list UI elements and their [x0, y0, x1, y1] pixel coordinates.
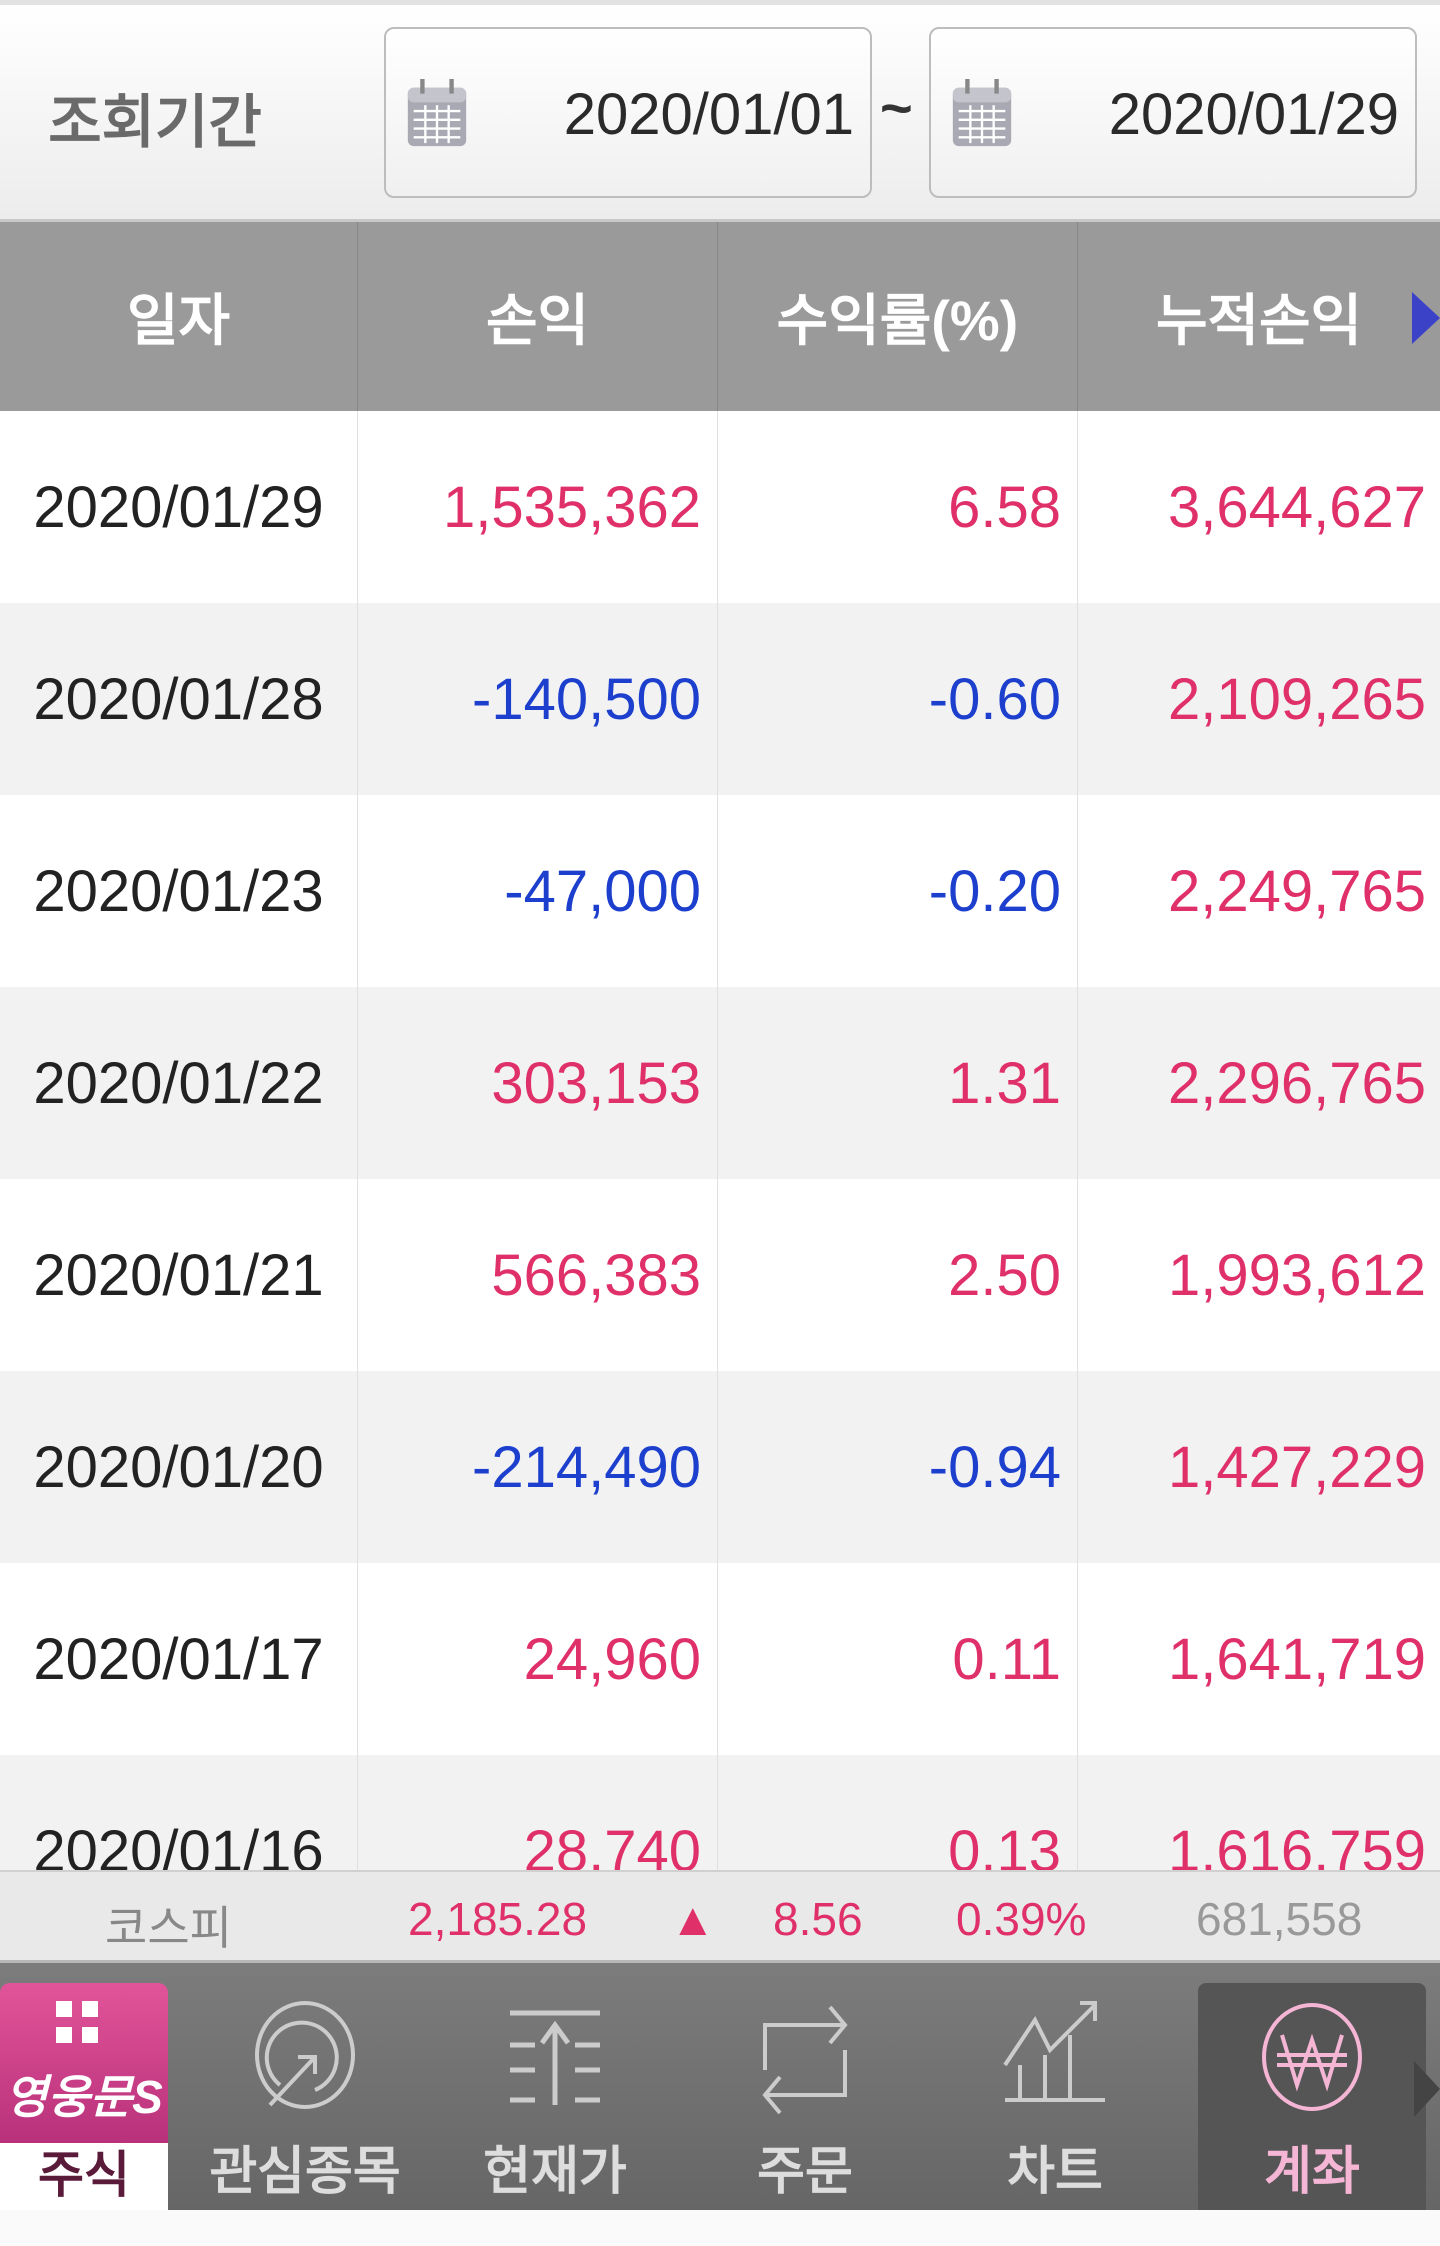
- header-cumulative-label: 누적손익: [1155, 289, 1363, 352]
- row-rate: 1.31: [718, 987, 1078, 1179]
- table-header: 일자 손익 수익률(%) 누적손익: [0, 222, 1440, 411]
- header-cumulative: 누적손익: [1078, 222, 1440, 411]
- row-cumulative: 1,616,759: [1167, 1818, 1426, 1871]
- row-rate: 0.11: [718, 1563, 1078, 1755]
- table-row[interactable]: 2020/01/21 566,383 2.50 1,993,612: [0, 1179, 1440, 1371]
- nav-account[interactable]: 계좌: [1198, 1983, 1426, 2210]
- row-date: 2020/01/29: [0, 411, 358, 603]
- index-ticker[interactable]: 코스피 2,185.28 ▲ 8.56 0.39% 681,558: [0, 1870, 1440, 1963]
- brand-logo: 영웅문S: [5, 2071, 163, 2123]
- calendar-icon: [407, 79, 467, 147]
- row-cumulative: 3,644,627: [1167, 474, 1426, 540]
- top-border: [0, 0, 1440, 5]
- swap-arrows-icon: [762, 2005, 848, 2115]
- nav-more-arrow-icon[interactable]: [1414, 2061, 1440, 2117]
- row-cumulative: 1,993,612: [1167, 1242, 1426, 1308]
- table-row[interactable]: 2020/01/22 303,153 1.31 2,296,765: [0, 987, 1440, 1179]
- nav-order[interactable]: 주문: [680, 1983, 930, 2210]
- row-rate: -0.20: [718, 795, 1078, 987]
- brand-tab[interactable]: 영웅문S 주식: [0, 1983, 168, 2210]
- scroll-right-icon[interactable]: [1412, 292, 1440, 344]
- row-date: 2020/01/17: [0, 1563, 358, 1755]
- index-price: 2,185.28: [408, 1893, 588, 1945]
- won-icon: [1262, 2003, 1362, 2111]
- row-pnl: 1,535,362: [358, 411, 718, 603]
- row-date: 2020/01/28: [0, 603, 358, 795]
- period-filter: 조회기간 2020/01/01 ~ 2020/01/29: [0, 5, 1440, 222]
- row-pnl: -140,500: [358, 603, 718, 795]
- nav-chart[interactable]: 차트: [930, 1983, 1180, 2210]
- row-date: 2020/01/23: [0, 795, 358, 987]
- date-separator: ~: [880, 76, 913, 139]
- row-cumulative: 1,641,719: [1167, 1626, 1426, 1692]
- up-triangle-icon: ▲: [670, 1893, 716, 1945]
- row-date: 2020/01/21: [0, 1179, 358, 1371]
- row-date: 2020/01/16: [0, 1755, 358, 1870]
- header-rate: 수익률(%): [718, 222, 1078, 411]
- end-date-value: 2020/01/29: [1108, 82, 1399, 147]
- row-rate: 6.58: [718, 411, 1078, 603]
- start-date-picker[interactable]: 2020/01/01: [384, 27, 872, 198]
- row-rate: -0.60: [718, 603, 1078, 795]
- bottom-nav: 영웅문S 주식 관심종목 현재가 주문 차트 계좌: [0, 1963, 1440, 2210]
- row-cumulative: 2,109,265: [1167, 666, 1426, 732]
- row-pnl: -214,490: [358, 1371, 718, 1563]
- row-cumulative: 1,427,229: [1167, 1434, 1426, 1500]
- row-pnl: 566,383: [358, 1179, 718, 1371]
- row-pnl: 24,960: [358, 1563, 718, 1755]
- header-date: 일자: [0, 222, 358, 411]
- nav-watchlist[interactable]: 관심종목: [180, 1983, 430, 2210]
- chart-icon: [1003, 2001, 1105, 2102]
- nav-current-price[interactable]: 현재가: [430, 1983, 680, 2210]
- brand-tab-label: 주식: [0, 2143, 168, 2210]
- row-cumulative: 2,249,765: [1167, 858, 1426, 924]
- row-rate: 2.50: [718, 1179, 1078, 1371]
- price-icon: [510, 2010, 600, 2105]
- row-rate: 0.13: [718, 1755, 1078, 1870]
- end-date-picker[interactable]: 2020/01/29: [929, 27, 1417, 198]
- row-rate: -0.94: [718, 1371, 1078, 1563]
- index-change: 8.56: [773, 1893, 863, 1945]
- pnl-table[interactable]: 2020/01/29 1,535,362 6.58 3,644,627 2020/01/…: [0, 411, 1440, 1870]
- table-row[interactable]: 2020/01/17 24,960 0.11 1,641,719: [0, 1563, 1440, 1755]
- start-date-value: 2020/01/01: [563, 82, 854, 147]
- table-row[interactable]: 2020/01/20 -214,490 -0.94 1,427,229: [0, 1371, 1440, 1563]
- calendar-icon: [952, 79, 1012, 147]
- index-name: 코스피: [105, 1902, 232, 1954]
- row-date: 2020/01/22: [0, 987, 358, 1179]
- row-pnl: 28,740: [358, 1755, 718, 1870]
- period-label: 조회기간: [48, 90, 262, 155]
- row-date: 2020/01/20: [0, 1371, 358, 1563]
- row-pnl: -47,000: [358, 795, 718, 987]
- header-pnl: 손익: [358, 222, 718, 411]
- table-row[interactable]: 2020/01/23 -47,000 -0.20 2,249,765: [0, 795, 1440, 987]
- index-volume: 681,558: [1196, 1893, 1363, 1945]
- row-cumulative: 2,296,765: [1167, 1050, 1426, 1116]
- table-row[interactable]: 2020/01/16 28,740 0.13 1,616,759: [0, 1755, 1440, 1870]
- table-row[interactable]: 2020/01/28 -140,500 -0.60 2,109,265: [0, 603, 1440, 795]
- row-pnl: 303,153: [358, 987, 718, 1179]
- table-row[interactable]: 2020/01/29 1,535,362 6.58 3,644,627: [0, 411, 1440, 603]
- grid-icon: [56, 2001, 98, 2043]
- index-change-pct: 0.39%: [956, 1893, 1087, 1945]
- watchlist-icon: [255, 2001, 355, 2109]
